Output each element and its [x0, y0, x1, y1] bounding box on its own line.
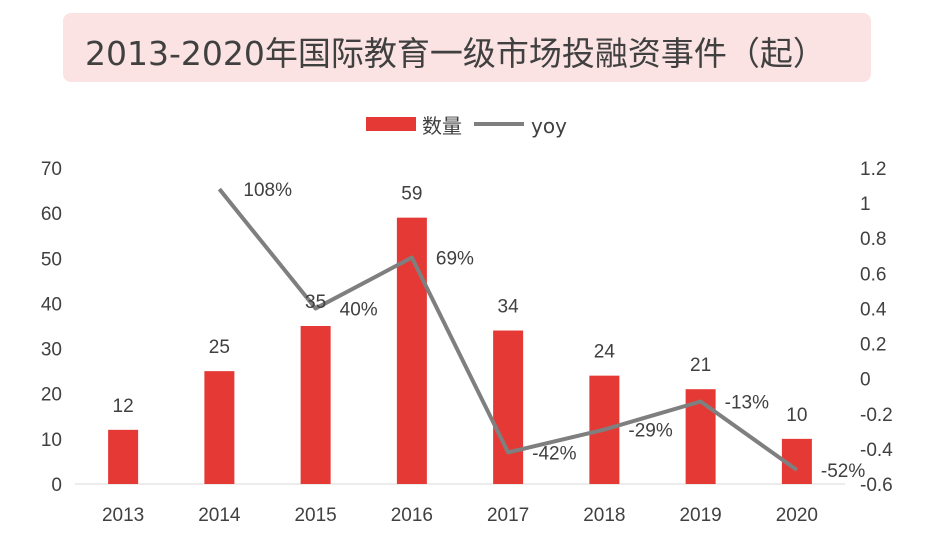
bar-value-label: 59 [401, 184, 422, 205]
bar-value-label: 21 [690, 355, 711, 376]
yoy-value-label: -42% [532, 443, 576, 464]
y2-tick-label: -0.6 [860, 475, 893, 496]
yoy-value-label: -13% [725, 392, 769, 413]
x-tick-label: 2018 [583, 505, 625, 526]
y2-tick-label: -0.2 [860, 405, 893, 426]
bar [493, 330, 524, 484]
bar-value-label: 35 [305, 292, 326, 313]
y-tick-label: 40 [41, 294, 62, 315]
bar-value-label: 10 [786, 405, 807, 426]
bar-value-label: 12 [113, 396, 134, 417]
y2-tick-label: 0.6 [860, 264, 886, 285]
yoy-value-label: 108% [243, 180, 292, 201]
y2-tick-label: 1 [860, 194, 871, 215]
yoy-value-label: -29% [628, 421, 672, 442]
bar [204, 371, 235, 484]
bar [300, 326, 331, 484]
y-tick-label: 10 [41, 430, 62, 451]
y2-tick-label: 1.2 [860, 159, 886, 180]
x-tick-label: 2017 [487, 505, 529, 526]
y2-tick-label: 0 [860, 370, 871, 391]
bar-value-label: 34 [498, 297, 520, 318]
y-tick-label: 20 [41, 385, 62, 406]
y-tick-label: 50 [41, 249, 62, 270]
x-tick-label: 2014 [198, 505, 241, 526]
x-tick-label: 2013 [102, 505, 144, 526]
x-tick-label: 2019 [679, 505, 721, 526]
yoy-line-group [217, 187, 799, 472]
y-tick-label: 0 [51, 475, 62, 496]
legend-label-line: yoy [531, 114, 567, 138]
legend-swatch-bar [366, 117, 416, 131]
yoy-value-label: -52% [821, 461, 865, 482]
bar-value-label: 24 [594, 342, 616, 363]
bar-value-label: 25 [209, 337, 230, 358]
yoy-value-label: 40% [340, 299, 378, 320]
chart-title: 2013-2020年国际教育一级市场投融资事件（起） [85, 34, 826, 73]
title-box: 2013-2020年国际教育一级市场投融资事件（起） [63, 13, 871, 82]
y-tick-label: 60 [41, 204, 62, 225]
y2-tick-label: 0.4 [860, 299, 887, 320]
x-tick-label: 2016 [391, 505, 433, 526]
y2-tick-label: 0.2 [860, 335, 886, 356]
data-labels: 12 25 35 59 34 24 21 10 108% 40% 69% -42% -29% -13% -5… [113, 180, 866, 482]
x-tick-label: 2020 [776, 505, 818, 526]
y2-tick-label: 0.8 [860, 229, 886, 250]
bar [108, 429, 139, 484]
y2-tick-label: -0.4 [860, 440, 893, 461]
y-tick-label: 70 [41, 159, 62, 180]
yoy-value-label: 69% [436, 249, 474, 270]
yoy-line [217, 187, 799, 472]
y-tick-label: 30 [41, 340, 62, 361]
legend-label-bar: 数量 [422, 114, 462, 138]
axes: 0 10 20 30 40 50 60 70 -0.6 -0.4 -0.2 0 0.2 0.4 0.6 0.8… [41, 159, 893, 526]
bars [108, 217, 812, 484]
x-tick-label: 2015 [294, 505, 336, 526]
legend: 数量 yoy [366, 114, 567, 138]
